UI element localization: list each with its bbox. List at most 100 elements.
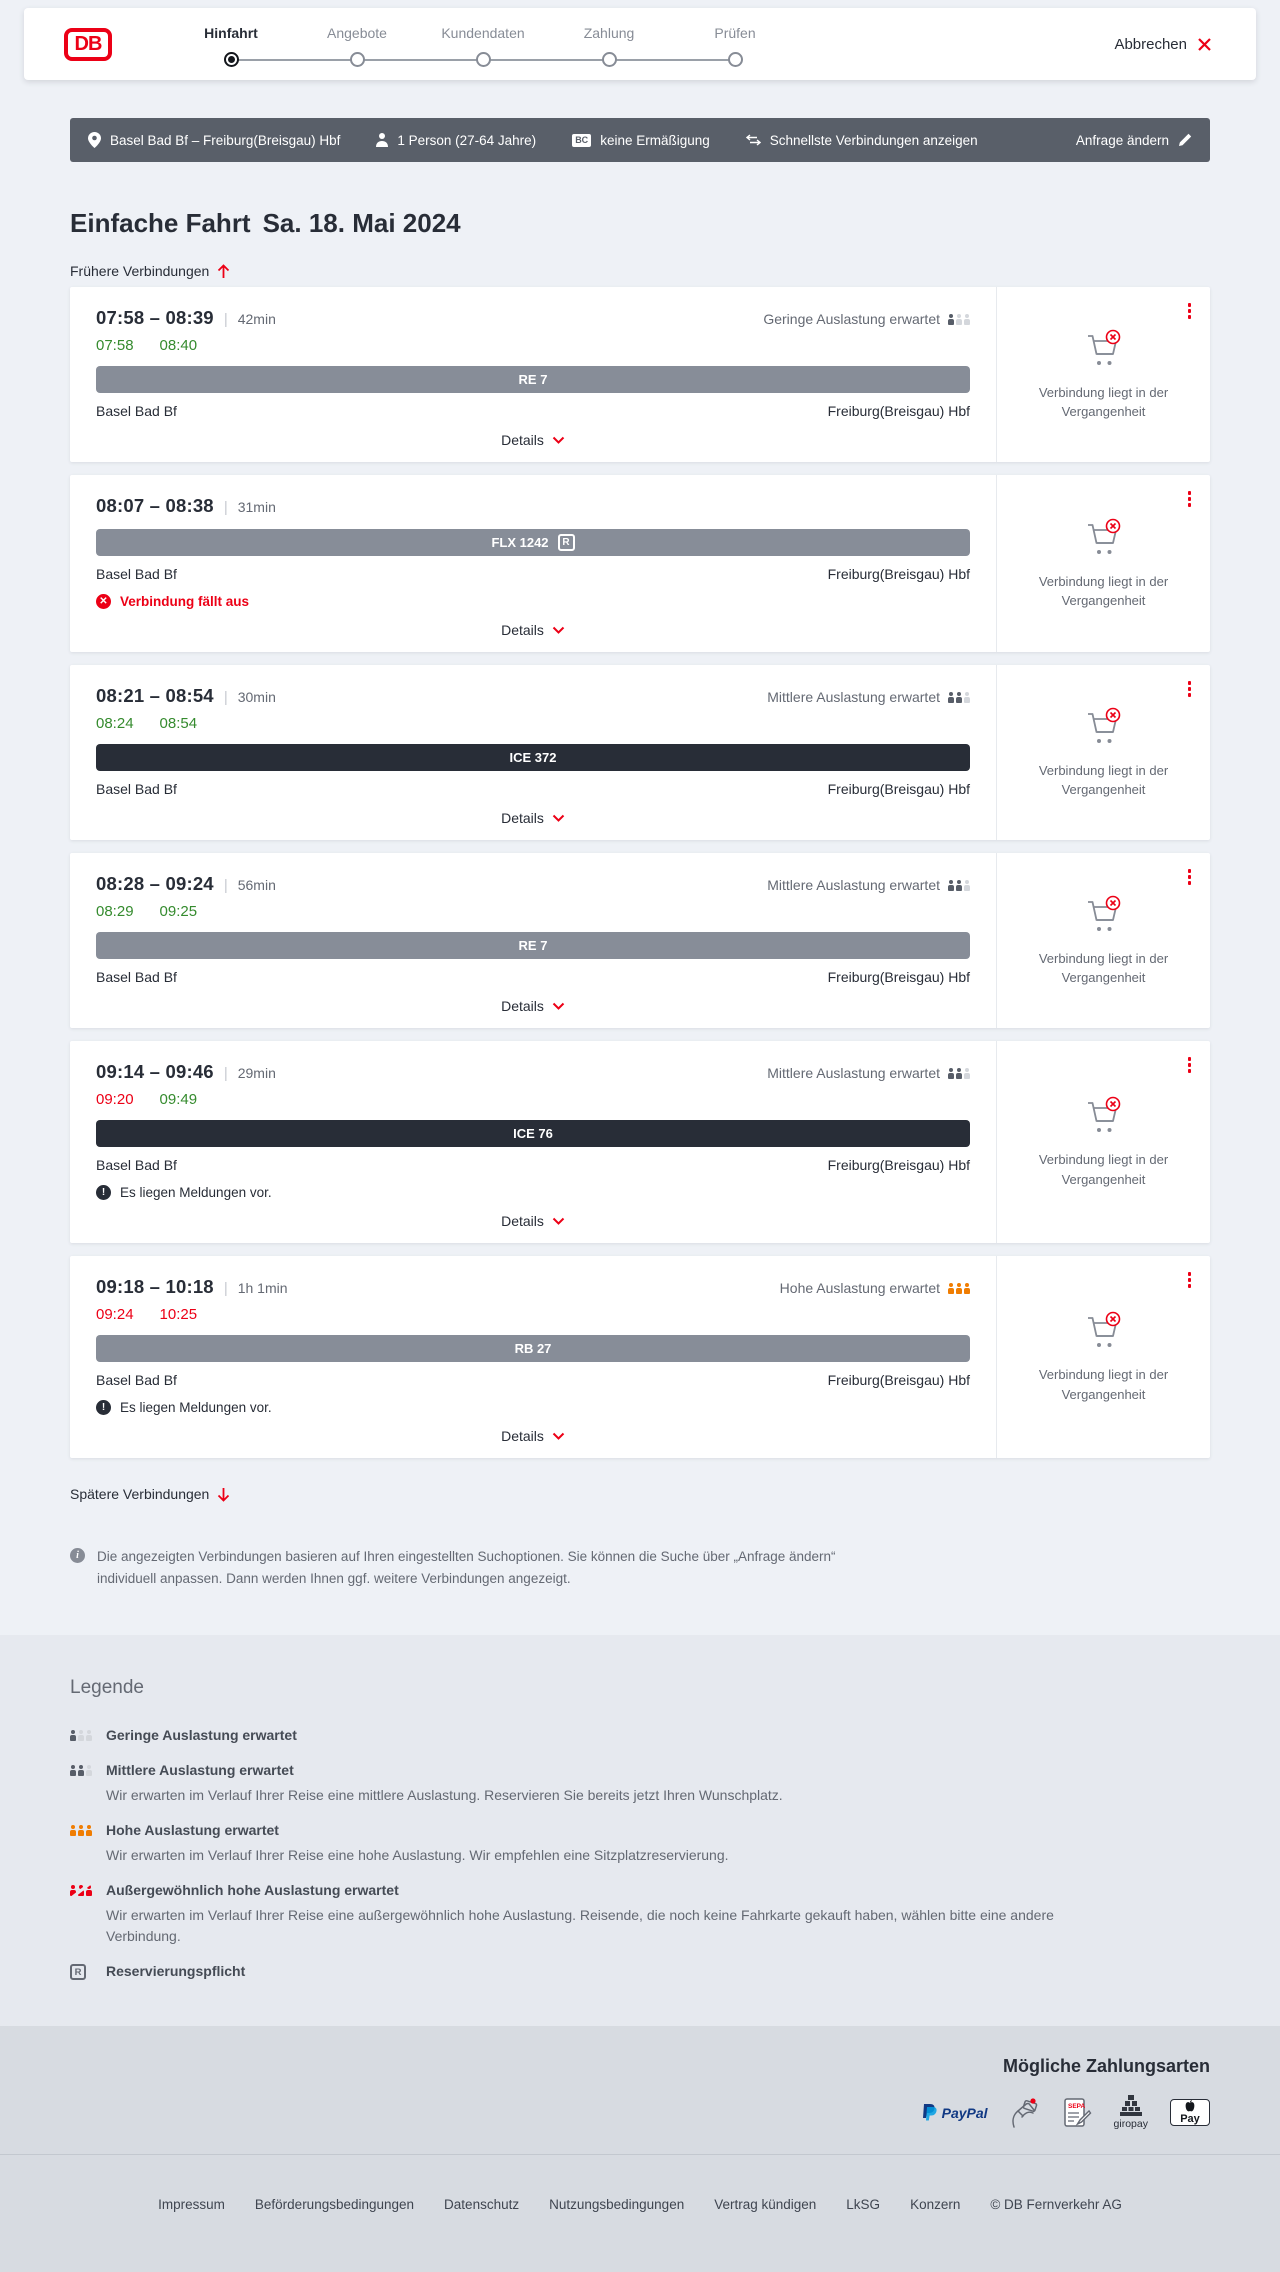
step-kundendaten[interactable]: Kundendaten [420,19,546,69]
past-connection-note: Verbindung liegt in der Vergangenheit [1038,384,1169,420]
legend-items: Geringe Auslastung erwartet Mittlere Aus… [70,1727,1210,1981]
more-options-button[interactable] [1184,865,1196,889]
close-icon [1198,37,1211,51]
chevron-down-icon [552,1002,565,1010]
step-prüfen[interactable]: Prüfen [672,19,798,69]
footer-link[interactable]: Konzern [910,2197,961,2213]
footer-link[interactable]: Vertrag kündigen [714,2197,817,2213]
connection-alert: Verbindung fällt aus [96,594,970,610]
realtime-arrival: 10:25 [159,1306,198,1324]
connection-times: 08:21 – 08:54 [96,685,214,707]
legend-item: Geringe Auslastung erwartet [70,1727,1210,1746]
occupancy-icon [948,1282,970,1294]
cart-unavailable-icon [1087,707,1120,743]
app-header: DB Hinfahrt Angebote Kundendaten Zahlung Prü… [24,8,1256,80]
credit-card-icon[interactable] [1010,2097,1040,2129]
fastest-connections-toggle[interactable]: Schnellste Verbindungen anzeigen [745,133,978,148]
cart-unavailable-icon [1087,1311,1120,1348]
chevron-down-icon [552,1217,565,1225]
origin-station: Basel Bad Bf [96,1157,177,1174]
occupancy-indicator: Hohe Auslastung erwartet [780,1280,970,1296]
details-toggle[interactable]: Details [495,1212,571,1230]
step-circle-icon [601,52,617,67]
connection-list: 07:58 – 08:39 | 42min Geringe Auslastung… [70,287,1210,1459]
origin-station: Basel Bad Bf [96,781,177,798]
origin-station: Basel Bad Bf [96,566,177,583]
giropay-icon[interactable]: giropay [1114,2095,1148,2130]
past-connection-note: Verbindung liegt in der Vergangenheit [1038,1367,1169,1402]
past-connection-note: Verbindung liegt in der Vergangenheit [1038,762,1169,798]
footer-link[interactable]: Datenschutz [444,2197,520,2213]
connection-times: 08:28 – 09:24 [96,873,214,895]
details-toggle[interactable]: Details [495,997,571,1015]
past-connection-note: Verbindung liegt in der Vergangenheit [1038,1152,1169,1187]
step-zahlung[interactable]: Zahlung [546,19,672,69]
discount-summary: BC keine Ermäßigung [572,133,710,148]
details-toggle[interactable]: Details [495,1427,571,1445]
cancel-button[interactable]: Abbrechen [1108,35,1218,54]
step-circle-icon [727,52,743,67]
occupancy-label: Mittlere Auslastung erwartet [767,689,940,706]
apple-pay-icon[interactable]: Pay [1170,2099,1210,2127]
footer-link[interactable]: LkSG [846,2197,881,2213]
connection-side-panel: Verbindung liegt in der Vergangenheit [996,1256,1210,1459]
chevron-down-icon [552,626,565,634]
step-angebote[interactable]: Angebote [294,19,420,69]
details-toggle[interactable]: Details [495,431,571,449]
legend-item: Außergewöhnlich hohe Auslastung erwartet… [70,1882,1210,1947]
more-options-button[interactable] [1184,299,1196,323]
destination-station: Freiburg(Breisgau) Hbf [827,1372,970,1389]
copyright-text: © DB Fernverkehr AG [990,2197,1122,2213]
connection-card: 07:58 – 08:39 | 42min Geringe Auslastung… [70,287,1210,463]
footer-link[interactable]: Nutzungsbedingungen [549,2197,685,2213]
payment-title: Mögliche Zahlungsarten [1002,2056,1210,2077]
connection-times: 08:07 – 08:38 [96,495,214,517]
cart-unavailable-icon [1087,518,1120,554]
occupancy-indicator: Geringe Auslastung erwartet [763,311,970,327]
more-options-button[interactable] [1184,677,1196,701]
alert-icon [96,594,111,610]
more-options-button[interactable] [1184,1053,1196,1077]
past-connection-note: Verbindung liegt in der Vergangenheit [1038,950,1169,986]
connection-times: 07:58 – 08:39 [96,307,214,329]
more-options-button[interactable] [1184,487,1196,511]
connection-summary: 07:58 – 08:39 | 42min Geringe Auslastung… [96,307,970,449]
connection-card: 08:21 – 08:54 | 30min Mittlere Auslastun… [70,665,1210,841]
train-label-bar: RE 7 R [96,932,970,960]
realtime-row: 09:24 10:25 [96,1306,970,1323]
connection-side-panel: Verbindung liegt in der Vergangenheit [996,287,1210,463]
legend-item-description: Wir erwarten im Verlauf Ihrer Reise eine… [106,1907,1054,1945]
chevron-down-icon [552,1432,565,1440]
destination-station: Freiburg(Breisgau) Hbf [827,403,970,420]
footer-link[interactable]: Impressum [158,2197,225,2213]
legend-item-title: Geringe Auslastung erwartet [106,1727,297,1744]
connection-side-panel: Verbindung liegt in der Vergangenheit [996,1041,1210,1244]
paypal-icon[interactable]: PayPal [922,2103,988,2122]
legend-item-title: Hohe Auslastung erwartet [106,1822,279,1839]
db-logo: DB [64,27,112,61]
chevron-down-icon [552,436,565,444]
details-toggle[interactable]: Details [495,621,571,639]
connection-alert: Es liegen Meldungen vor. [96,1185,970,1201]
edit-request-button[interactable]: Anfrage ändern [1076,133,1192,148]
footer-link[interactable]: Beförderungsbedingungen [254,2197,415,2213]
cart-unavailable-icon [1087,895,1120,931]
train-number: ICE 76 [513,1126,553,1142]
later-connections-link[interactable]: Spätere Verbindungen [70,1486,230,1502]
connection-side-panel: Verbindung liegt in der Vergangenheit [996,665,1210,841]
realtime-departure: 09:20 [96,1091,134,1109]
details-toggle[interactable]: Details [495,809,571,827]
arrow-down-icon [218,1487,230,1502]
train-number: RB 27 [514,1341,552,1357]
step-hinfahrt[interactable]: Hinfahrt [168,19,294,69]
booking-stepper: Hinfahrt Angebote Kundendaten Zahlung Prüfen [168,19,798,69]
cancel-label: Abbrechen [1114,35,1187,53]
legend-item-icon [70,1822,94,1841]
bahncard-icon: BC [572,133,592,147]
realtime-arrival: 09:25 [159,903,198,921]
more-options-button[interactable] [1184,1268,1196,1292]
occupancy-indicator: Mittlere Auslastung erwartet [767,877,970,893]
sepa-icon[interactable]: SEPA [1062,2097,1092,2129]
results-main: Einfache Fahrt Sa. 18. Mai 2024 Frühere V… [70,162,1210,1589]
earlier-connections-link[interactable]: Frühere Verbindungen [70,263,230,279]
